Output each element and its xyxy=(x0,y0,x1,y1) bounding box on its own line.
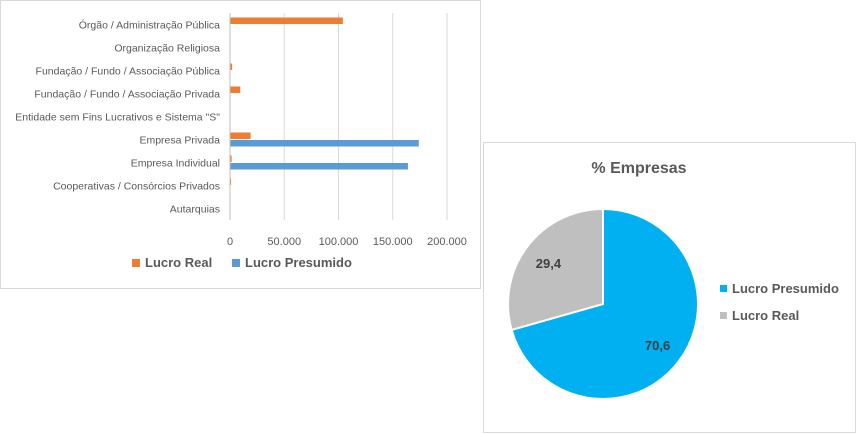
x-tick-label: 200.000 xyxy=(427,236,467,248)
bar-lucro-real xyxy=(230,17,343,24)
bar-chart: 0 50.000 100.000 150.000 200.000 Órgão / Admi… xyxy=(15,13,467,270)
category-label: Empresa Privada xyxy=(139,135,220,147)
pie-slice-lucro-presumido xyxy=(510,207,699,400)
category-label: Entidade sem Fins Lucrativos e Sistema "… xyxy=(15,112,220,124)
category-label: Empresa Individual xyxy=(131,158,220,170)
category-label: Fundação / Fundo / Associação Privada xyxy=(34,89,220,101)
bar-chart-panel: 0 50.000 100.000 150.000 200.000 Órgão / Admi… xyxy=(0,0,481,289)
category-label: Órgão / Administração Pública xyxy=(79,19,220,32)
legend-label: Lucro Real xyxy=(732,308,799,323)
bar-lucro-presumido xyxy=(230,163,408,170)
pie-chart: % Empresas 70,6 29,4 Lucro Presumido Lucro R… xyxy=(507,160,839,400)
bar-lucro-real xyxy=(230,132,251,139)
pie-chart-panel: % Empresas 70,6 29,4 Lucro Presumido Lucro R… xyxy=(483,142,856,433)
legend-label: Lucro Presumido xyxy=(732,281,839,296)
pie-title: % Empresas xyxy=(591,160,686,177)
bar-lucro-real xyxy=(230,63,233,70)
x-tick-label: 50.000 xyxy=(267,236,301,248)
legend-swatch xyxy=(132,259,140,267)
legend-label: Lucro Presumido xyxy=(245,255,352,270)
bar-lucro-real xyxy=(230,155,232,162)
pie-slice-lucro-real xyxy=(507,207,604,332)
legend-swatch xyxy=(232,259,240,267)
pie-data-label: 29,4 xyxy=(536,256,562,271)
category-label: Organização Religiosa xyxy=(114,43,220,55)
x-tick-label: 0 xyxy=(227,236,233,248)
pie-data-label: 70,6 xyxy=(645,338,670,353)
x-tick-label: 100.000 xyxy=(319,236,359,248)
legend-swatch xyxy=(720,312,727,319)
category-label: Fundação / Fundo / Associação Pública xyxy=(36,66,221,78)
category-label: Autarquias xyxy=(170,204,220,216)
category-label: Cooperativas / Consórcios Privados xyxy=(53,181,220,193)
legend-label: Lucro Real xyxy=(145,255,212,270)
bar-lucro-real xyxy=(230,178,232,185)
bar-lucro-real xyxy=(230,86,241,93)
bar-lucro-presumido xyxy=(230,140,419,147)
x-tick-label: 150.000 xyxy=(373,236,413,248)
legend-swatch xyxy=(720,285,727,292)
